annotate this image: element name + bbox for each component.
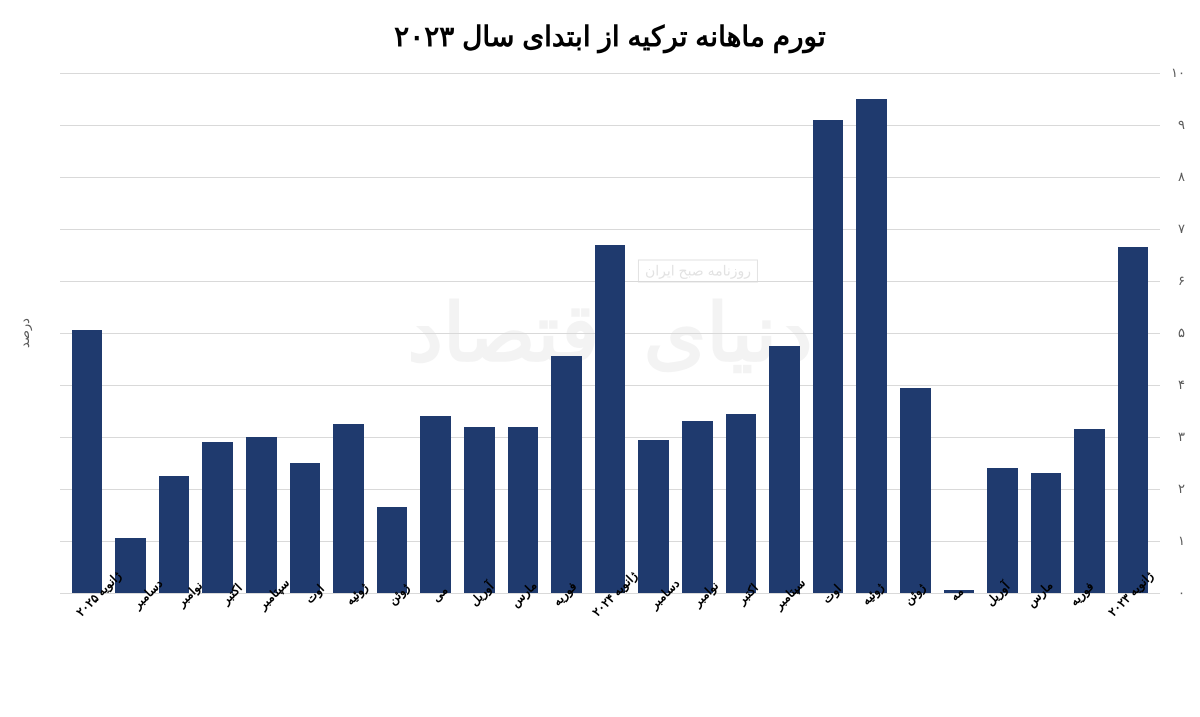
x-label: نوامبر (170, 574, 209, 613)
x-label: آوریل (978, 574, 1017, 613)
x-label: ژوئن (379, 574, 418, 613)
x-label: دسامبر (129, 574, 168, 613)
bar-wrapper (65, 73, 109, 593)
bar-wrapper (458, 73, 502, 593)
bar-wrapper (588, 73, 632, 593)
bar-wrapper (981, 73, 1025, 593)
bar-wrapper (1111, 73, 1155, 593)
bar-wrapper (152, 73, 196, 593)
bar (464, 427, 495, 593)
bar-wrapper (501, 73, 545, 593)
x-label: مى (420, 574, 459, 613)
x-label: مارس (1020, 574, 1059, 613)
bar-wrapper (240, 73, 284, 593)
bar-wrapper (632, 73, 676, 593)
x-label: فوریه (1062, 574, 1101, 613)
bar-wrapper (893, 73, 937, 593)
bar-wrapper (283, 73, 327, 593)
x-label: سپتامبر (770, 574, 809, 613)
x-label: اوت (812, 574, 851, 613)
bar-wrapper (806, 73, 850, 593)
bar-wrapper (763, 73, 807, 593)
bar-wrapper (414, 73, 458, 593)
x-label: دسامبر (645, 574, 684, 613)
bar-wrapper (1068, 73, 1112, 593)
bar (856, 99, 887, 593)
bar-wrapper (937, 73, 981, 593)
bar (1118, 247, 1149, 593)
x-label: نوامبر (687, 574, 726, 613)
x-label: مه (937, 574, 976, 613)
bar-wrapper (545, 73, 589, 593)
x-label: فوریه (546, 574, 585, 613)
x-label: مارس (504, 574, 543, 613)
x-labels: ژانویه ۲۰۲۳فوریهمارسآوریلمهژوئنژوئیهاوتس… (60, 574, 1160, 603)
x-label: ژوئیه (853, 574, 892, 613)
bar (420, 416, 451, 593)
x-label: ژوئن (895, 574, 934, 613)
bar (202, 442, 233, 593)
chart-title: تورم ماهانه ترکیه از ابتدای سال ۲۰۲۳ (60, 20, 1160, 53)
x-label: ژانویه ۲۰۲۴ (590, 569, 641, 620)
x-label: اوت (295, 574, 334, 613)
x-label: اکتبر (212, 574, 251, 613)
plot-area: دنیای اقتصاد روزنامه صبح ایران ۰۱۲۳۴۵۶۷۸… (60, 73, 1160, 593)
bar (726, 414, 757, 593)
bars-area (60, 73, 1160, 593)
bar (508, 427, 539, 593)
bar (595, 245, 626, 593)
bar (72, 330, 103, 593)
x-label: آوریل (462, 574, 501, 613)
chart-container: تورم ماهانه ترکیه از ابتدای سال ۲۰۲۳ دنی… (0, 0, 1200, 717)
y-axis-label: درصد (17, 318, 33, 348)
x-label: اکتبر (728, 574, 767, 613)
bar (900, 388, 931, 593)
y-axis: ۰۱۲۳۴۵۶۷۸۹۱۰ (1160, 73, 1190, 593)
bar-wrapper (850, 73, 894, 593)
bar-wrapper (370, 73, 414, 593)
bar-wrapper (1024, 73, 1068, 593)
bar (246, 437, 277, 593)
x-label: ژانویه ۲۰۲۳ (1106, 569, 1157, 620)
bar-wrapper (109, 73, 153, 593)
bar-wrapper (719, 73, 763, 593)
bar-wrapper (327, 73, 371, 593)
x-label: ژانویه ۲۰۲۵ (73, 569, 124, 620)
bar (769, 346, 800, 593)
bar (1074, 429, 1105, 593)
bar (813, 120, 844, 593)
bar (551, 356, 582, 593)
bar-wrapper (196, 73, 240, 593)
bar (682, 421, 713, 593)
x-label: ژوئیه (337, 574, 376, 613)
bar-wrapper (675, 73, 719, 593)
x-label: سپتامبر (254, 574, 293, 613)
bar (333, 424, 364, 593)
bar (638, 440, 669, 593)
